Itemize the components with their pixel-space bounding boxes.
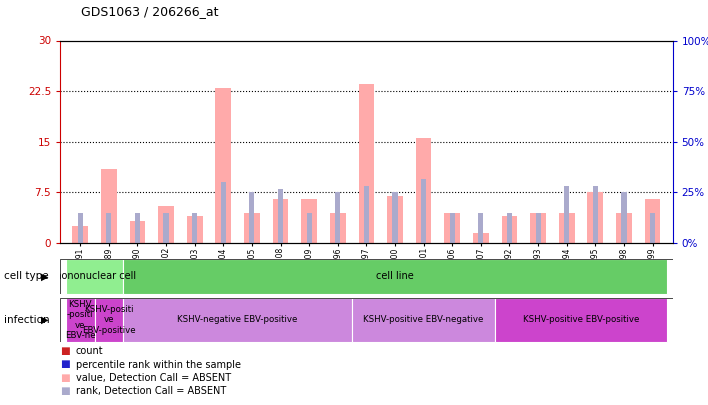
Bar — [307, 213, 312, 243]
Text: KSHV-positive EBV-positive: KSHV-positive EBV-positive — [523, 315, 639, 324]
Bar — [650, 213, 655, 243]
Bar — [123, 298, 352, 342]
Bar — [450, 213, 455, 243]
Text: count: count — [76, 346, 103, 356]
Bar — [535, 213, 541, 243]
Bar — [101, 169, 117, 243]
Bar — [616, 213, 632, 243]
Bar — [192, 213, 198, 243]
Bar — [358, 84, 375, 243]
Text: ▶: ▶ — [41, 271, 48, 281]
Bar — [273, 199, 288, 243]
Bar — [95, 298, 123, 342]
Bar — [507, 213, 512, 243]
Bar — [564, 185, 569, 243]
Bar — [352, 298, 495, 342]
Text: KSHV-positi
ve
EBV-positive: KSHV-positi ve EBV-positive — [82, 305, 136, 335]
Text: ■: ■ — [60, 360, 70, 369]
Bar — [588, 192, 603, 243]
Bar — [187, 216, 202, 243]
Bar — [495, 298, 667, 342]
Bar — [622, 192, 627, 243]
Text: ■: ■ — [60, 346, 70, 356]
Text: ■: ■ — [60, 373, 70, 383]
Bar — [302, 199, 317, 243]
Bar — [387, 196, 403, 243]
Bar — [66, 259, 123, 294]
Bar — [130, 222, 145, 243]
Text: KSHV-negative EBV-positive: KSHV-negative EBV-positive — [178, 315, 298, 324]
Text: cell line: cell line — [376, 271, 414, 281]
Bar — [278, 189, 283, 243]
Text: value, Detection Call = ABSENT: value, Detection Call = ABSENT — [76, 373, 231, 383]
Bar — [106, 213, 111, 243]
Text: rank, Detection Call = ABSENT: rank, Detection Call = ABSENT — [76, 386, 226, 396]
Bar — [479, 213, 484, 243]
Bar — [78, 213, 83, 243]
Bar — [72, 226, 88, 243]
Bar — [221, 182, 226, 243]
Bar — [249, 192, 254, 243]
Text: mononuclear cell: mononuclear cell — [52, 271, 137, 281]
Bar — [530, 213, 546, 243]
Bar — [445, 213, 460, 243]
Text: ▶: ▶ — [41, 315, 48, 325]
Bar — [335, 192, 341, 243]
Text: infection: infection — [4, 315, 49, 325]
Text: GDS1063 / 206266_at: GDS1063 / 206266_at — [81, 5, 219, 18]
Text: percentile rank within the sample: percentile rank within the sample — [76, 360, 241, 369]
Bar — [244, 213, 260, 243]
Bar — [215, 88, 232, 243]
Bar — [123, 259, 667, 294]
Bar — [135, 213, 140, 243]
Bar — [473, 233, 489, 243]
Bar — [330, 213, 346, 243]
Bar — [164, 213, 169, 243]
Bar — [645, 199, 661, 243]
Bar — [593, 185, 598, 243]
Bar — [421, 179, 426, 243]
Bar — [364, 185, 369, 243]
Bar — [392, 192, 398, 243]
Text: ■: ■ — [60, 386, 70, 396]
Bar — [416, 139, 431, 243]
Bar — [501, 216, 518, 243]
Text: cell type: cell type — [4, 271, 48, 281]
Text: KSHV
-positi
ve
EBV-ne: KSHV -positi ve EBV-ne — [65, 300, 96, 340]
Bar — [559, 213, 575, 243]
Bar — [66, 298, 95, 342]
Bar — [158, 206, 174, 243]
Text: KSHV-positive EBV-negative: KSHV-positive EBV-negative — [363, 315, 484, 324]
